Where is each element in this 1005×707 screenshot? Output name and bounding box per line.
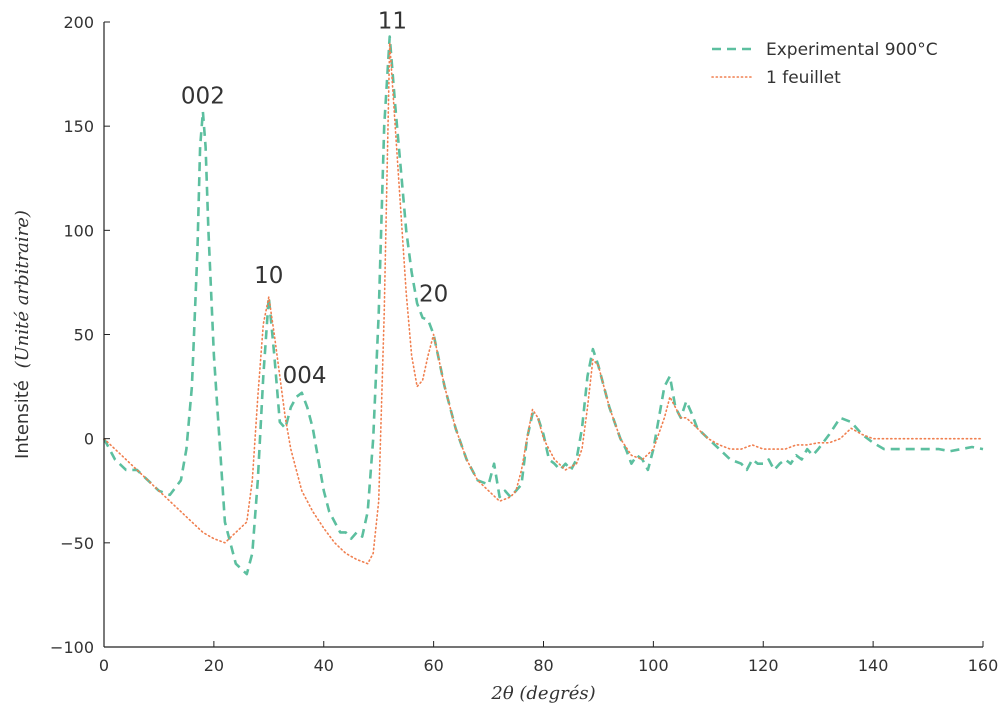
axes-layer [103, 22, 983, 648]
series-line-1-feuillet [103, 42, 984, 565]
y-axis-title-unit: (Unité arbitraire) [12, 210, 33, 368]
peak-label: 004 [283, 363, 327, 389]
y-tick-label: 50 [74, 326, 94, 345]
peak-label: 002 [181, 84, 225, 110]
y-tick-label: −50 [60, 534, 94, 553]
y-tick-label: 150 [63, 117, 94, 136]
x-tick-label: 0 [99, 656, 109, 675]
x-tick-label: 40 [314, 656, 334, 675]
x-tick-label: 100 [638, 656, 669, 675]
y-axis-title: Intensité (Unité arbitraire) [12, 210, 33, 459]
x-tick-label: 160 [968, 656, 999, 675]
peak-label: 11 [378, 9, 407, 35]
x-tick-label: 120 [748, 656, 779, 675]
y-tick-label: −100 [50, 638, 94, 657]
y-tick-label: 100 [63, 221, 94, 240]
legend-label-experimental: Experimental 900°C [766, 40, 938, 60]
y-tick-label: 0 [84, 430, 94, 449]
series-line-experimental [102, 35, 984, 576]
peak-annotations: 002 10 004 11 20 [181, 9, 448, 389]
x-tick-label: 140 [858, 656, 889, 675]
x-axis-title: 2θ (degrés) [490, 683, 595, 704]
peak-label: 10 [254, 263, 283, 289]
x-tick-label: 60 [423, 656, 443, 675]
y-axis-title-text: Intensité [12, 380, 33, 459]
series-layer [102, 35, 984, 576]
x-ticks: 0 20 40 60 80 100 120 140 160 [99, 641, 998, 675]
legend-label-1-feuillet: 1 feuillet [766, 68, 841, 88]
x-tick-label: 20 [204, 656, 224, 675]
y-tick-label: 200 [63, 13, 94, 32]
peak-label: 20 [419, 282, 448, 308]
y-ticks: −100 −50 0 50 100 150 200 [50, 13, 110, 657]
x-tick-label: 80 [533, 656, 553, 675]
legend: Experimental 900°C 1 feuillet [711, 40, 938, 88]
